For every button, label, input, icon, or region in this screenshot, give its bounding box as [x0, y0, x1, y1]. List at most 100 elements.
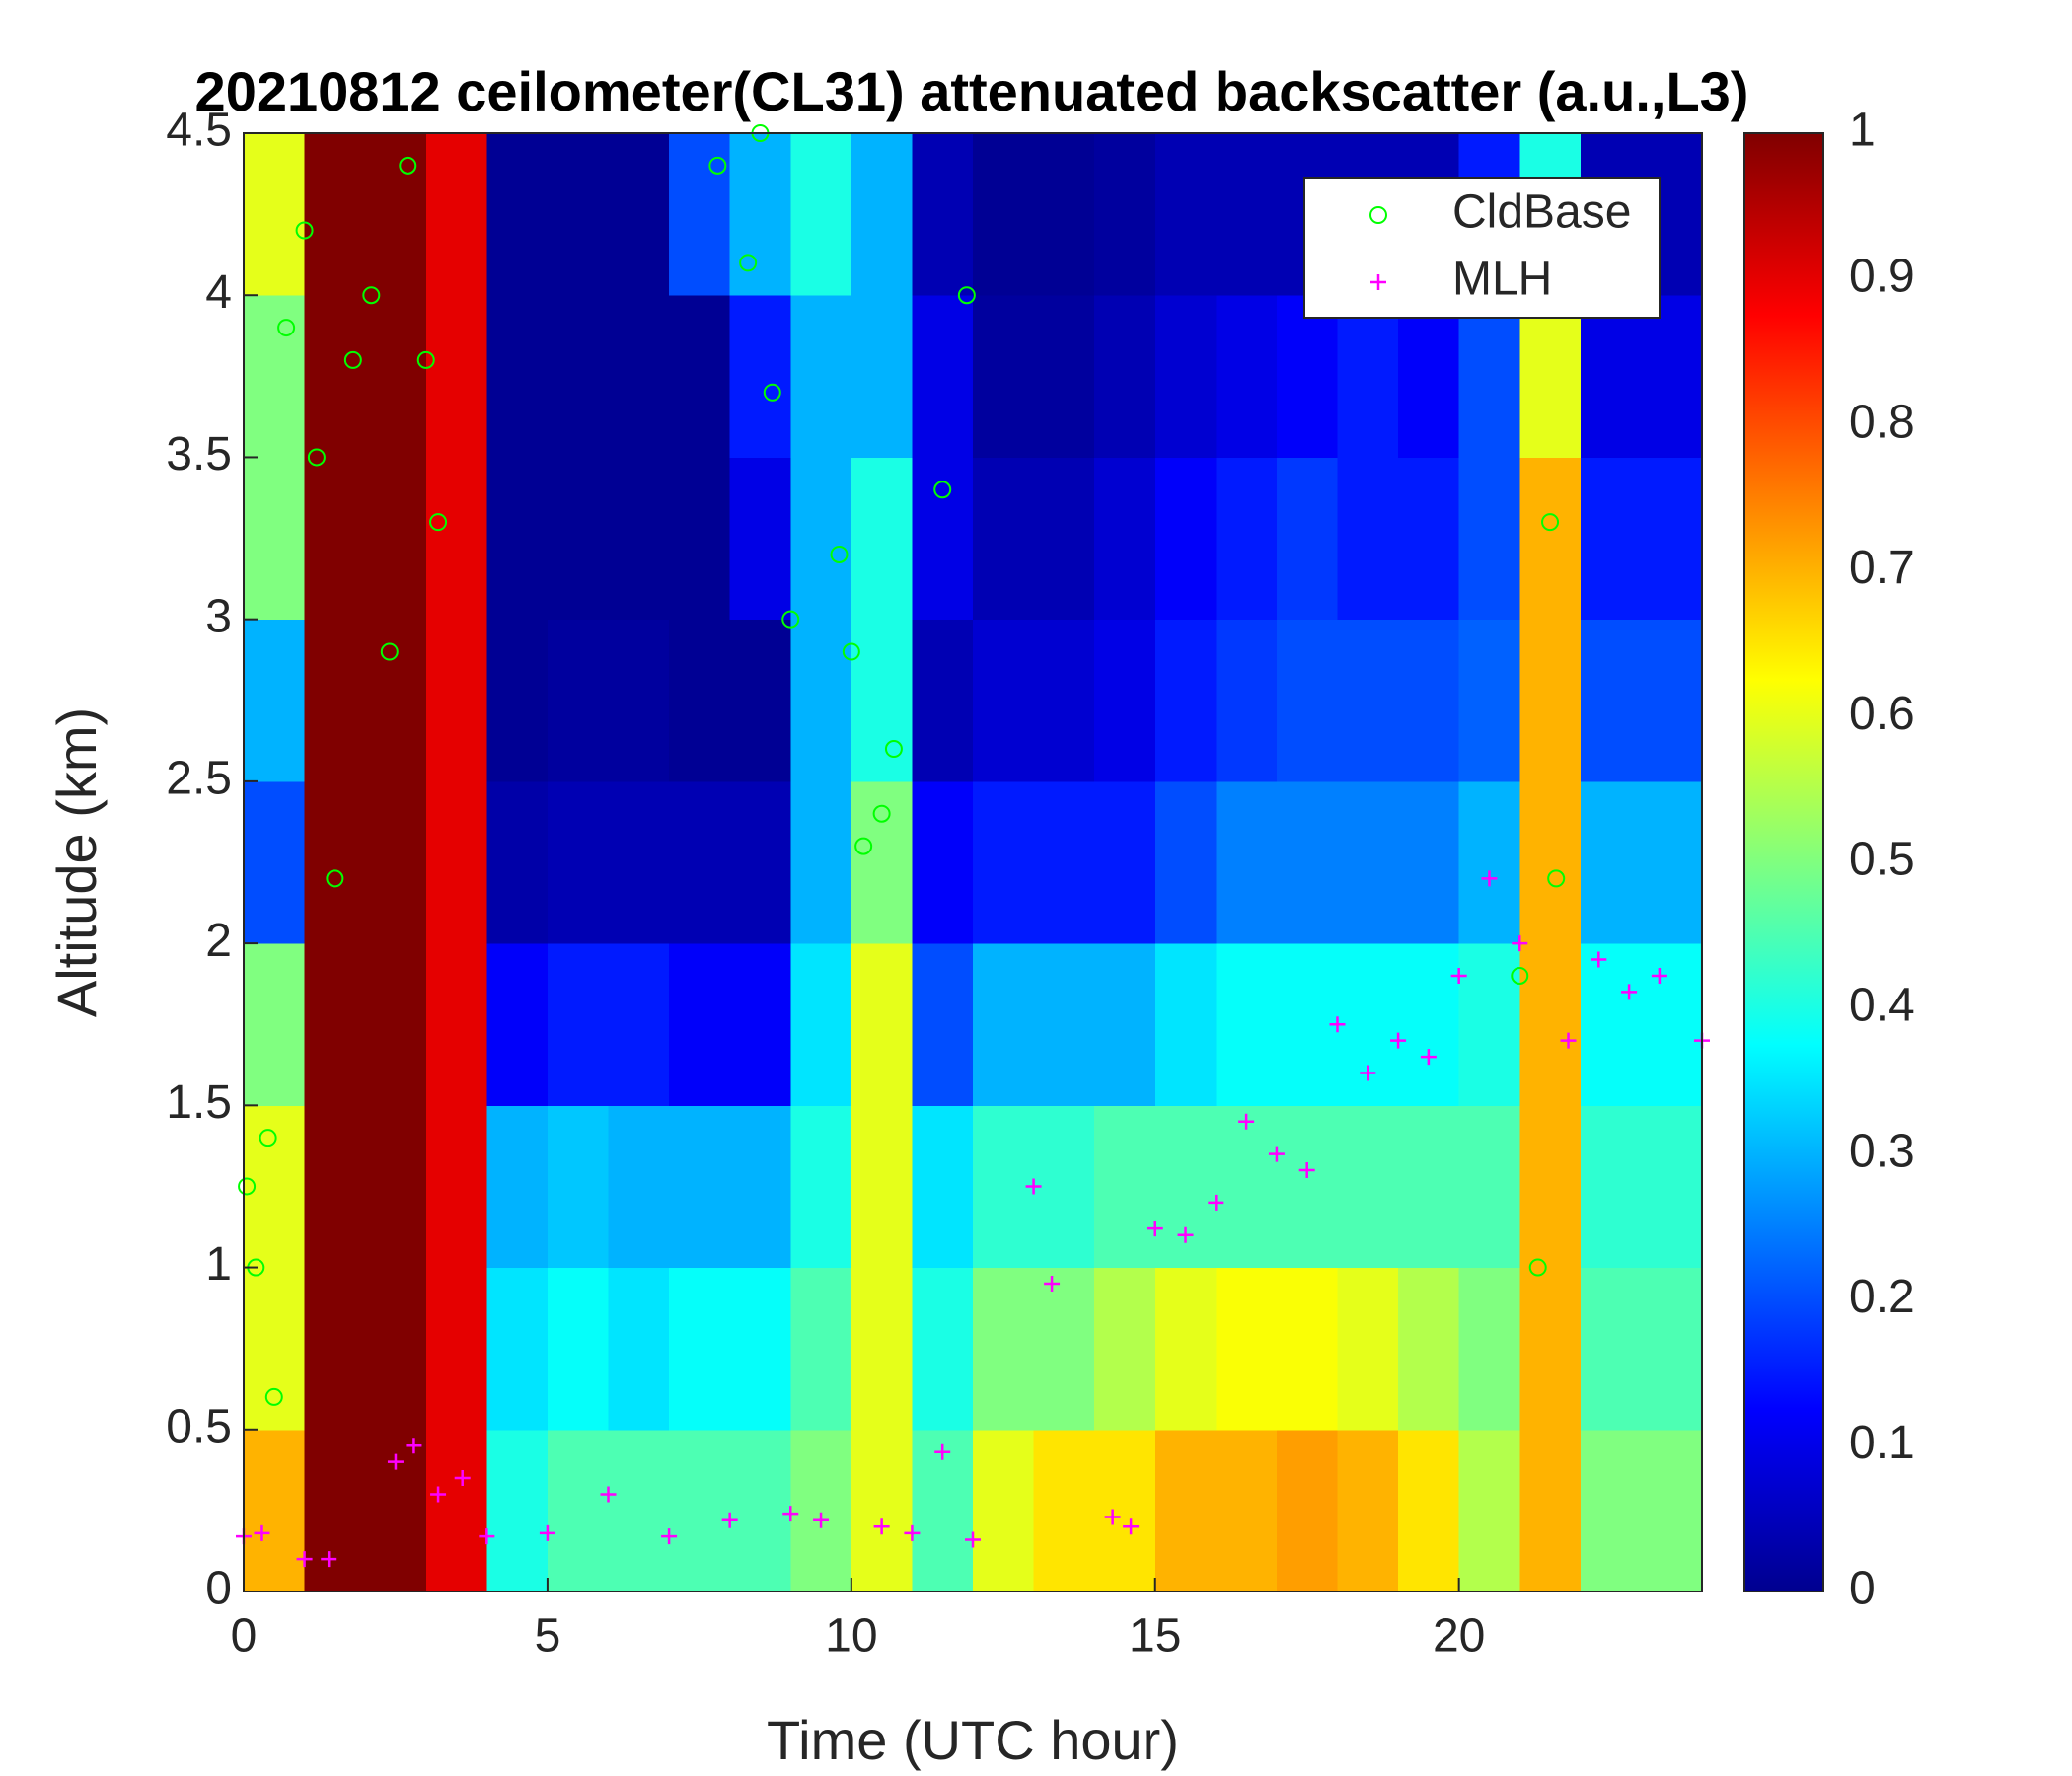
heatmap-cell: [1094, 1267, 1156, 1431]
heatmap-cell: [608, 457, 670, 621]
x-axis-label: Time (UTC hour): [767, 1709, 1179, 1771]
heatmap-cell: [1580, 1267, 1642, 1431]
heatmap-cell: [1033, 295, 1095, 458]
heatmap-cell: [973, 619, 1035, 782]
heatmap-cell: [729, 1105, 791, 1269]
heatmap-cell: [1094, 619, 1156, 782]
heatmap-cell: [790, 619, 852, 782]
heatmap-cell: [790, 133, 852, 296]
mlh-marker: [296, 1551, 313, 1568]
heatmap-cell: [1580, 295, 1642, 458]
heatmap-cell: [1094, 457, 1156, 621]
heatmap-cell: [973, 457, 1035, 621]
heatmap-cell: [1458, 1105, 1520, 1269]
y-tick-label: 0: [205, 1563, 232, 1615]
heatmap-cell: [1519, 295, 1582, 458]
heatmap-cell: [669, 780, 731, 944]
mlh-marker: [1177, 1226, 1194, 1243]
heatmap-cell: [1337, 1105, 1399, 1269]
mlh-marker: [1268, 1146, 1285, 1162]
heatmap-cell: [1519, 1105, 1582, 1269]
heatmap-cell: [608, 1429, 670, 1592]
mlh-marker: [1560, 1032, 1577, 1049]
mlh-marker: [1360, 1065, 1376, 1081]
chart-title: 20210812 ceilometer(CL31) attenuated bac…: [195, 60, 1749, 122]
mlh-marker: [1512, 935, 1528, 952]
heatmap-cell: [912, 1105, 974, 1269]
heatmap-cell: [1276, 780, 1338, 944]
heatmap-cell: [1398, 1429, 1460, 1592]
heatmap-cell: [790, 1105, 852, 1269]
mlh-marker: [1481, 870, 1498, 887]
axes: 0 5 10 15 20 0 0.5 1 1.5 2 2.5 3 3.5 4 4.5 0 0.1 0.2 0.3 0.…: [166, 105, 1914, 1663]
cloud-base-marker: [933, 481, 952, 499]
cloud-base-marker: [957, 286, 976, 305]
heatmap-cell: [1276, 619, 1338, 782]
heatmap-cell: [608, 295, 670, 458]
heatmap-cell: [365, 295, 427, 458]
heatmap-cell: [244, 1267, 306, 1431]
heatmap-cell: [547, 619, 609, 782]
heatmap-cell: [729, 943, 791, 1106]
heatmap-cell: [851, 943, 913, 1106]
heatmap-cell: [486, 295, 549, 458]
heatmap-cell: [425, 619, 487, 782]
heatmap-cell: [1458, 295, 1520, 458]
mlh-marker: [1450, 967, 1467, 984]
heatmap-cell: [1154, 619, 1217, 782]
heatmap-cell: [851, 295, 913, 458]
legend-label: CldBase: [1452, 186, 1631, 239]
heatmap-cell: [669, 457, 731, 621]
heatmap-cell: [1458, 943, 1520, 1106]
heatmap-cell: [1154, 133, 1217, 296]
heatmap-cell: [244, 295, 306, 458]
heatmap-cell: [547, 1267, 609, 1431]
heatmap-cell: [244, 457, 306, 621]
cloud-base-marker: [1547, 869, 1566, 888]
heatmap-cell: [669, 943, 731, 1106]
heatmap-cell: [973, 780, 1035, 944]
heatmap-cell: [1519, 1267, 1582, 1431]
heatmap-cell: [1458, 780, 1520, 944]
heatmap-cell: [1216, 457, 1278, 621]
heatmap-cell: [669, 295, 731, 458]
heatmap-cell: [1641, 943, 1703, 1106]
cloud-base-marker: [763, 383, 781, 402]
heatmap-cell: [1398, 295, 1460, 458]
heatmap-cell: [790, 457, 852, 621]
heatmap-cell: [669, 619, 731, 782]
mlh-marker: [965, 1531, 981, 1548]
heatmap-cell: [1276, 1105, 1338, 1269]
heatmap-cell: [425, 943, 487, 1106]
heatmap-cell: [973, 133, 1035, 296]
y-tick-label: 3.5: [166, 428, 232, 481]
heatmap-cell: [304, 780, 366, 944]
heatmap-cell: [486, 1105, 549, 1269]
heatmap-cell: [1033, 1429, 1095, 1592]
mlh-marker: [1420, 1049, 1437, 1066]
colorbar-tick-label: 1: [1849, 105, 1876, 157]
colorbar-tick-label: 0.1: [1849, 1417, 1915, 1469]
heatmap-cell: [669, 1267, 731, 1431]
heatmap-cell: [1216, 943, 1278, 1106]
mlh-marker: [813, 1512, 830, 1528]
heatmap-cell: [365, 780, 427, 944]
mlh-marker: [1329, 1016, 1346, 1033]
heatmap-cell: [1216, 619, 1278, 782]
cloud-base-marker: [1511, 966, 1529, 985]
heatmap-cell: [365, 133, 427, 296]
x-tick-label: 15: [1129, 1610, 1181, 1663]
heatmap-cell: [608, 780, 670, 944]
heatmap-cell: [1398, 619, 1460, 782]
heatmap-cell: [365, 1267, 427, 1431]
x-tick-label: 20: [1433, 1610, 1485, 1663]
heatmap-cell: [729, 1267, 791, 1431]
heatmap-cell: [1398, 457, 1460, 621]
heatmap-cell: [729, 619, 791, 782]
heatmap-cell: [1580, 780, 1642, 944]
y-tick-label: 2: [205, 915, 232, 967]
heatmap-cell: [547, 457, 609, 621]
heatmap-cell: [851, 1105, 913, 1269]
heatmap-cell: [973, 1429, 1035, 1592]
heatmap-cell: [547, 780, 609, 944]
